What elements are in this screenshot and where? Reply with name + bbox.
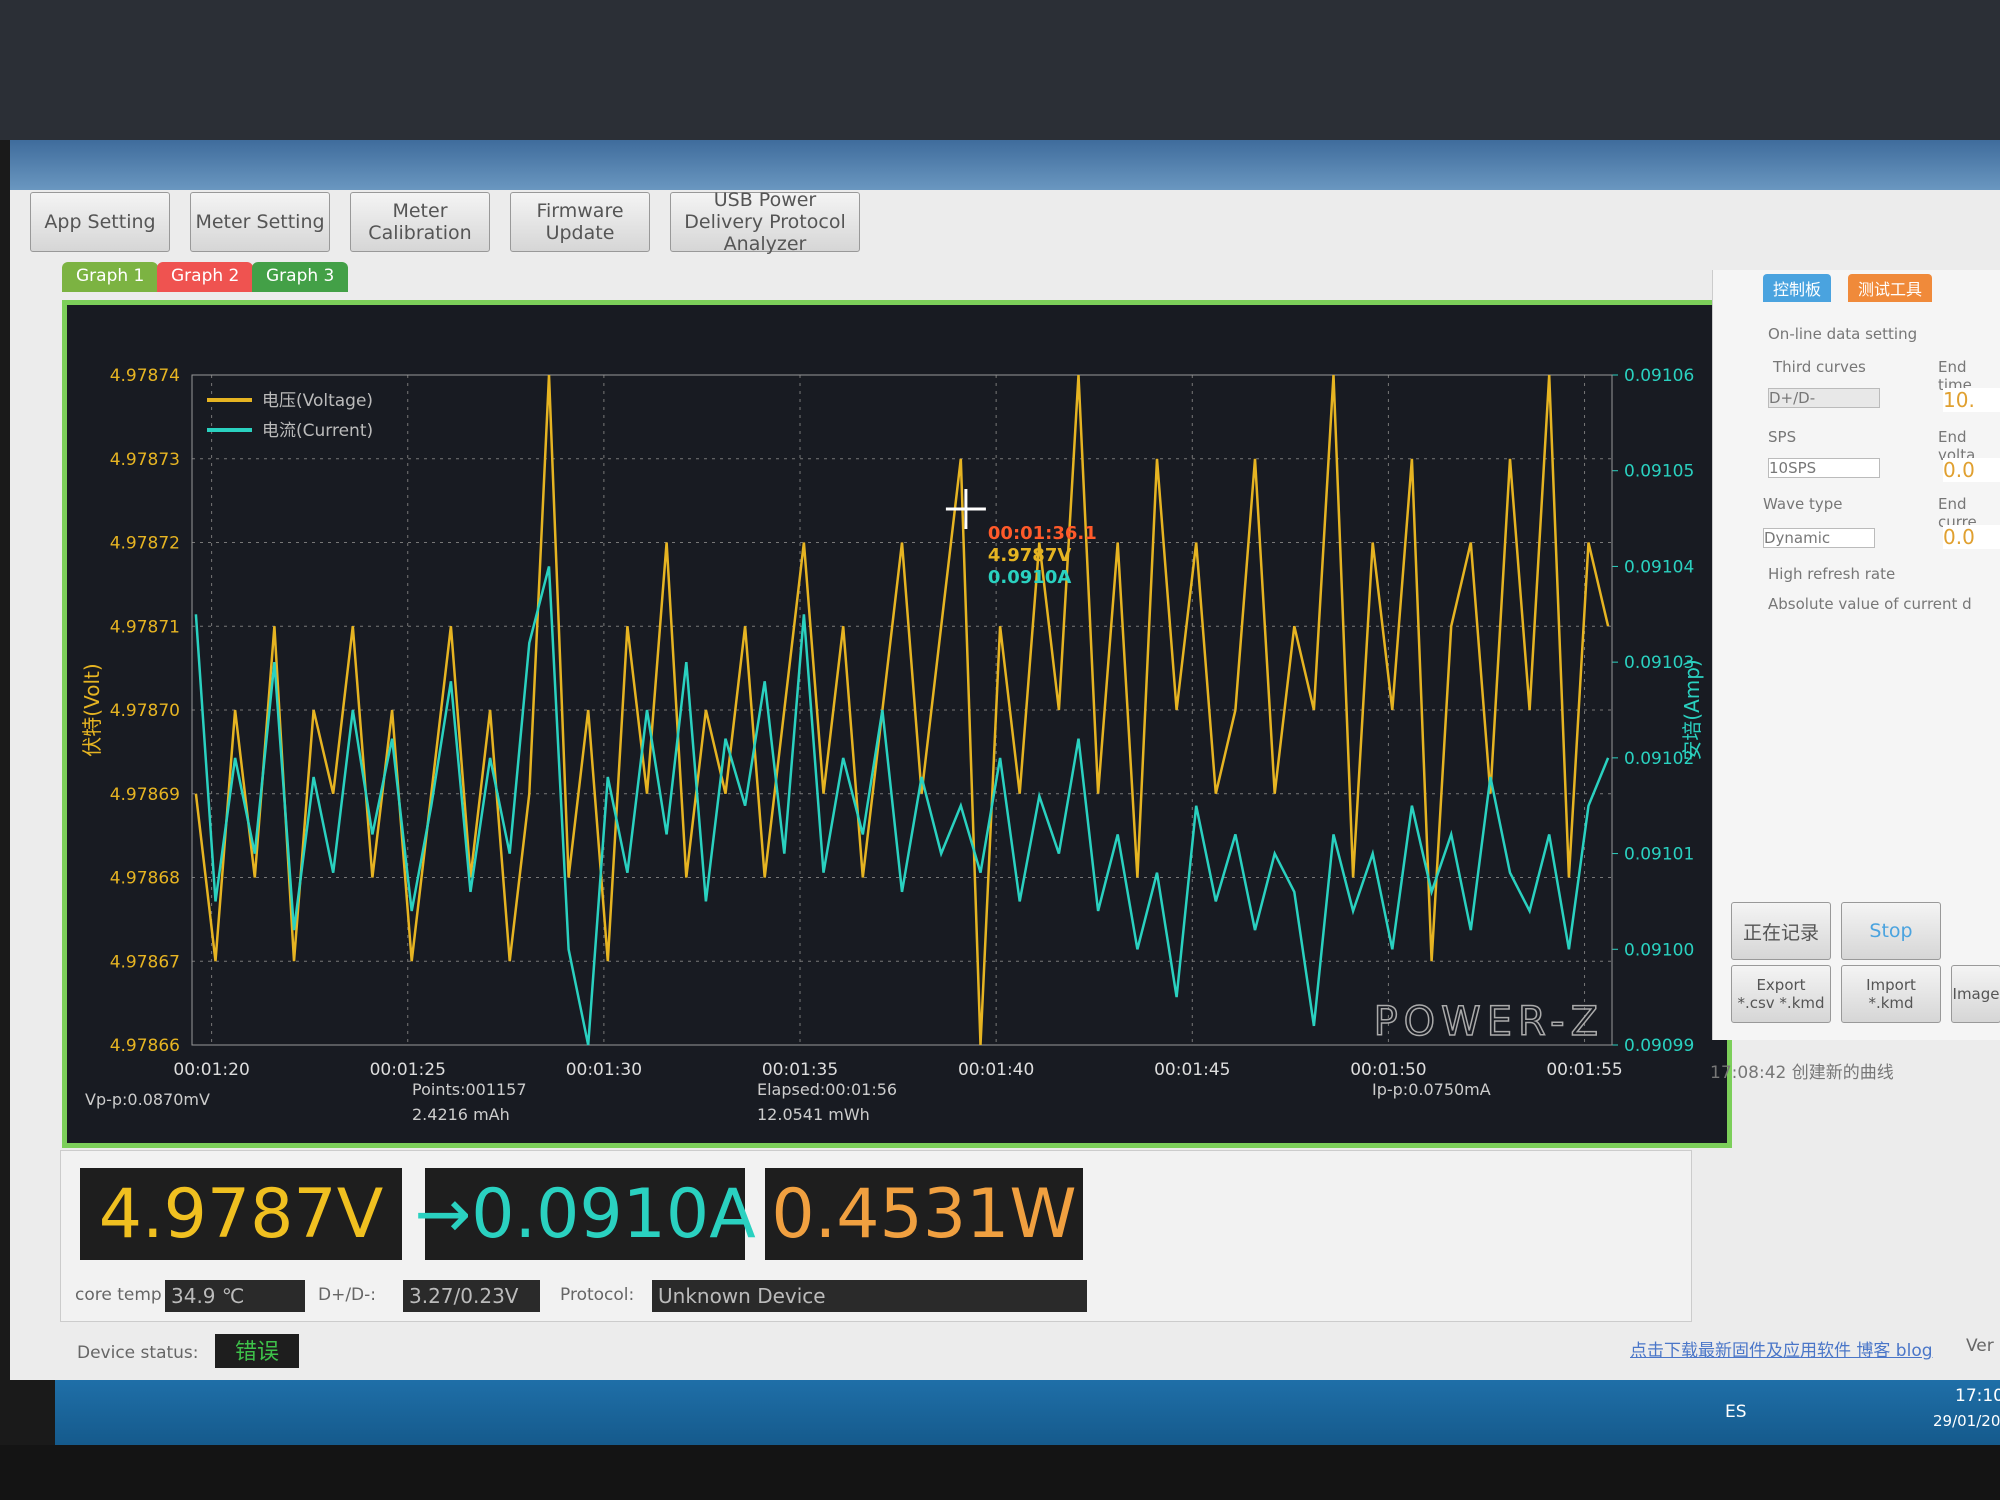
- clock-time[interactable]: 17:10: [1955, 1386, 2000, 1406]
- y-tick-label: 4.97871: [110, 617, 180, 637]
- cursor-annotation: 00:01:36.1: [988, 523, 1097, 544]
- button[interactable]: 正在记录: [1731, 902, 1831, 960]
- y2-tick-label: 0.09101: [1624, 845, 1694, 865]
- language[interactable]: ES: [1725, 1402, 1747, 1422]
- button[interactable]: Import *.kmd: [1841, 965, 1941, 1023]
- y2-tick-label: 0.09099: [1624, 1036, 1694, 1056]
- y-tick-label: 4.97873: [110, 450, 180, 470]
- taskbar: ES 17:10 29/01/20: [55, 1380, 2000, 1445]
- section-title: On-line data setting: [1768, 325, 1918, 343]
- y2-tick-label: 0.09103: [1624, 653, 1694, 673]
- screen-bezel: [0, 1445, 2000, 1500]
- x-tick-label: 00:01:35: [762, 1060, 838, 1080]
- x-tick-label: 00:01:45: [1154, 1060, 1230, 1080]
- input[interactable]: 0.0: [1943, 525, 2000, 549]
- core-temp-label: core temp: [75, 1285, 162, 1305]
- footer-ver: Ver: [1966, 1336, 1994, 1356]
- toolbar-button[interactable]: USB Power Delivery Protocol Analyzer: [670, 189, 860, 255]
- chart-stat: Elapsed:00:01:56: [757, 1080, 897, 1099]
- cursor-annotation: 4.9787V: [988, 545, 1071, 566]
- button[interactable]: Image: [1951, 965, 2000, 1023]
- toolbar-button[interactable]: App Setting: [30, 192, 170, 252]
- side-panel: 控制板 测试工具 On-line data setting Third curv…: [1712, 270, 2000, 1040]
- y-axis-label: 伏特(Volt): [80, 663, 104, 756]
- x-tick-label: 00:01:30: [566, 1060, 642, 1080]
- checkbox-label[interactable]: Third curves: [1773, 358, 1866, 376]
- toolbar-button[interactable]: Firmware Update: [510, 192, 650, 252]
- protocol-label: Protocol:: [560, 1285, 635, 1305]
- y-tick-label: 4.97867: [110, 952, 180, 972]
- y-tick-label: 4.97868: [110, 869, 180, 889]
- chart-stat: Points:001157: [412, 1080, 527, 1099]
- y2-tick-label: 0.09106: [1624, 366, 1694, 386]
- graph-tab[interactable]: Graph 3: [252, 262, 349, 292]
- screen-bezel: [0, 0, 2000, 140]
- dpdm: 3.27/0.23V: [403, 1280, 540, 1312]
- side-tab[interactable]: 测试工具: [1848, 274, 1933, 302]
- button[interactable]: Export *.csv *.kmd: [1731, 965, 1831, 1023]
- select[interactable]: 10SPS: [1768, 458, 1880, 478]
- label: Wave type: [1763, 495, 1843, 513]
- chart-stat: 12.0541 mWh: [757, 1105, 870, 1124]
- clock-date[interactable]: 29/01/20: [1933, 1412, 2000, 1430]
- x-tick-label: 00:01:20: [173, 1060, 249, 1080]
- dpdm-label: D+/D-:: [318, 1285, 377, 1305]
- protocol: Unknown Device: [652, 1280, 1087, 1312]
- chart-stat: Ip-p:0.0750mA: [1372, 1080, 1491, 1099]
- log: 17:08:42 创建新的曲线: [1710, 1063, 1894, 1083]
- watermark: POWER-Z: [1374, 999, 1604, 1045]
- x-tick-label: 00:01:55: [1546, 1060, 1622, 1080]
- chart-stat: 2.4216 mAh: [412, 1105, 510, 1124]
- power-readout: 0.4531W: [765, 1168, 1083, 1260]
- side-tab[interactable]: 控制板: [1763, 274, 1832, 302]
- legend-label: 电压(Voltage): [262, 391, 373, 411]
- plot-frame: [191, 374, 1613, 1046]
- y2-tick-label: 0.09102: [1624, 749, 1694, 769]
- y-tick-label: 4.97872: [110, 534, 180, 554]
- chart: 4.97866 4.97867 4.97868 4.97869 4.97870 4.978…: [80, 366, 1704, 1124]
- checkbox-label[interactable]: Absolute value of current d: [1768, 595, 1972, 613]
- checkbox-label[interactable]: High refresh rate: [1768, 565, 1896, 583]
- graph-tab[interactable]: Graph 2: [157, 262, 254, 292]
- cursor-cross: [945, 489, 986, 529]
- series-line: [194, 374, 1610, 1046]
- x-tick-label: 00:01:50: [1350, 1060, 1426, 1080]
- status: 错误: [215, 1334, 299, 1368]
- chart-stat: Vp-p:0.0870mV: [85, 1090, 210, 1109]
- voltage-readout: 4.9787V: [80, 1168, 402, 1260]
- chart-panel: 4.97866 4.97867 4.97868 4.97869 4.97870 4.978…: [62, 300, 1732, 1148]
- select[interactable]: D+/D-: [1768, 388, 1880, 408]
- series-line: [194, 566, 1610, 1046]
- x-tick-label: 00:01:40: [958, 1060, 1034, 1080]
- input[interactable]: 0.0: [1943, 458, 2000, 482]
- y2-tick-label: 0.09105: [1624, 462, 1694, 482]
- y-tick-label: 4.97866: [110, 1036, 180, 1056]
- toolbar-button[interactable]: Meter Setting: [190, 192, 330, 252]
- x-tick-label: 00:01:25: [370, 1060, 446, 1080]
- y-tick-label: 4.97870: [110, 701, 180, 721]
- label: SPS: [1768, 428, 1797, 446]
- title-bar: [10, 140, 2000, 190]
- graph-tab[interactable]: Graph 1: [62, 262, 159, 292]
- button[interactable]: Stop: [1841, 902, 1941, 960]
- input[interactable]: 10.: [1943, 388, 2000, 412]
- current-readout: →0.0910A: [414, 1168, 756, 1260]
- y2-tick-label: 0.09104: [1624, 557, 1694, 577]
- legend-label: 电流(Current): [262, 421, 373, 441]
- toolbar-button[interactable]: Meter Calibration: [350, 192, 490, 252]
- select[interactable]: Dynamic: [1763, 528, 1875, 548]
- cursor-annotation: 0.0910A: [988, 567, 1071, 588]
- y2-tick-label: 0.09100: [1624, 940, 1694, 960]
- y2-axis-label: 安培(Amp): [1680, 659, 1704, 760]
- y-tick-label: 4.97874: [110, 366, 180, 386]
- status-label: Device status:: [77, 1343, 199, 1363]
- y-tick-label: 4.97869: [110, 785, 180, 805]
- core-temp: 34.9 ℃: [165, 1280, 305, 1312]
- footer-link[interactable]: 点击下载最新固件及应用软件 博客 blog: [1630, 1341, 1933, 1361]
